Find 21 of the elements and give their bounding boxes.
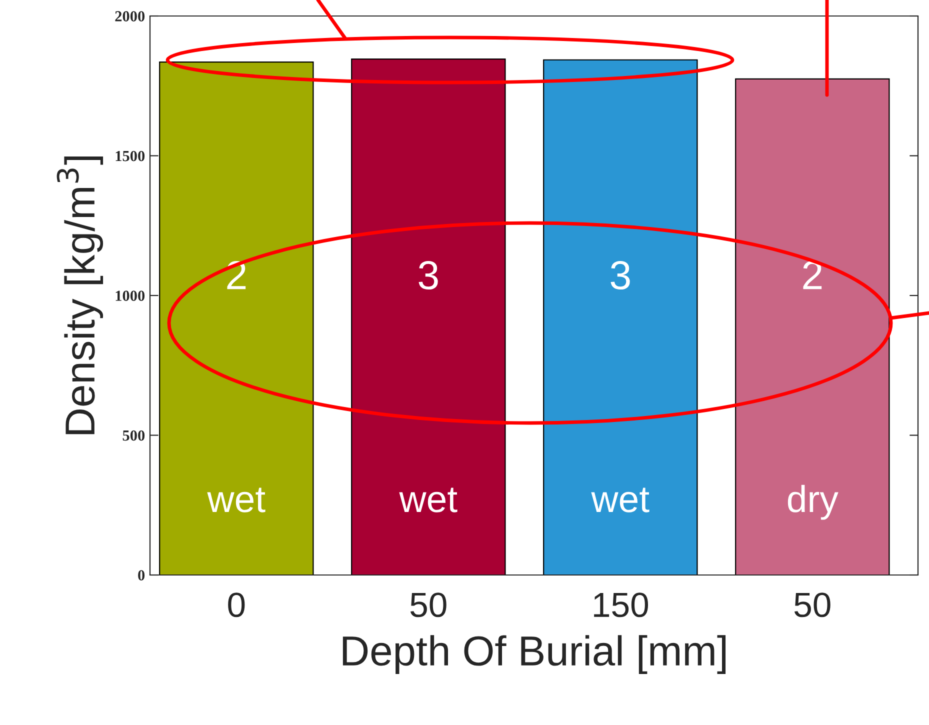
x-tick-label: 150 bbox=[594, 592, 648, 618]
y-tick-label: 0 bbox=[138, 570, 145, 580]
annotation: wet bbox=[591, 488, 650, 512]
y-tick-label: 1000 bbox=[116, 290, 145, 301]
bar bbox=[159, 62, 314, 575]
bar bbox=[351, 58, 506, 575]
annotation: wet bbox=[207, 488, 266, 512]
x-tick-label: 0 bbox=[228, 592, 245, 618]
annotation: 3 bbox=[610, 261, 630, 290]
bar bbox=[735, 78, 890, 575]
x-tick-label: 50 bbox=[794, 592, 830, 618]
y-axis-title: Density [kg/m$^{3}$] bbox=[56, 156, 104, 434]
y-tick-label: 1500 bbox=[116, 150, 145, 162]
y-tick-label: 2000 bbox=[115, 11, 145, 22]
y-tick-label: 500 bbox=[122, 430, 145, 441]
x-tick-label: 50 bbox=[410, 592, 446, 618]
x-axis-title: Depth Of Burial [mm] bbox=[342, 635, 726, 674]
annotation: dry bbox=[788, 484, 838, 520]
annotation: 3 bbox=[418, 261, 438, 290]
bar bbox=[543, 59, 698, 575]
annotation: wet bbox=[399, 488, 458, 512]
